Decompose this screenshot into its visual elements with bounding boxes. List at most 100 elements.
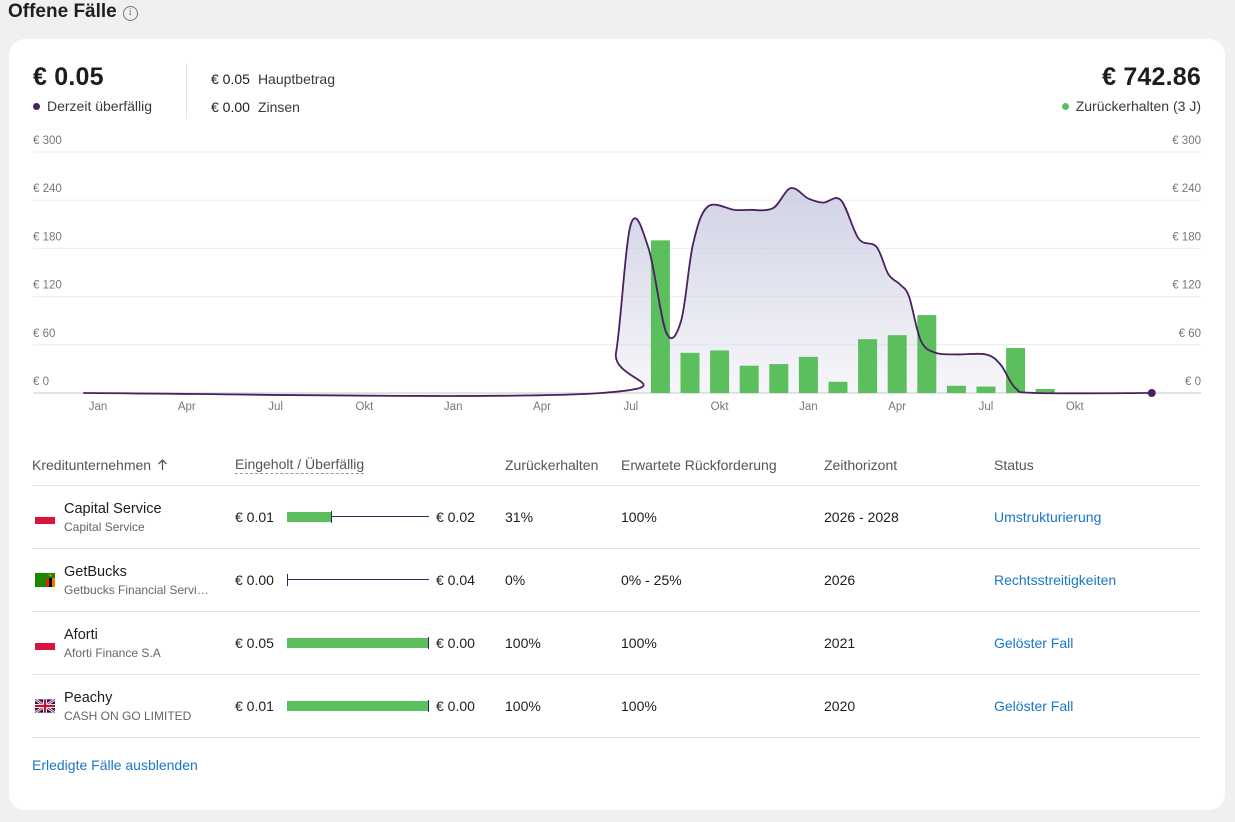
- y-tick-label-left: € 0: [33, 376, 49, 388]
- recovered-bar: [858, 339, 878, 393]
- y-tick-label-left: € 60: [33, 328, 55, 340]
- recovered-percent: 100%: [505, 698, 541, 714]
- poland-flag-icon: [35, 636, 55, 650]
- x-tick-label: Apr: [533, 401, 551, 413]
- recovered-legend: Zurückerhalten (3 J): [1061, 98, 1201, 114]
- status-link[interactable]: Gelöster Fall: [994, 698, 1074, 714]
- uk-flag-icon: [35, 699, 55, 713]
- header-horizon: Zeithorizont: [824, 457, 898, 473]
- overdue-amount-cell: € 0.04: [436, 572, 475, 588]
- recovered-bar: [828, 381, 848, 393]
- sort-arrow-up-icon: [158, 459, 168, 470]
- overdue-breakdown: € 0.05 Hauptbetrag € 0.00 Zinsen: [211, 71, 335, 127]
- company-legal-name: CASH ON GO LIMITED: [64, 708, 192, 723]
- table-row[interactable]: Peachy CASH ON GO LIMITED € 0.01 € 0.00 …: [32, 675, 1200, 738]
- expected-recovery: 100%: [621, 509, 657, 525]
- recovered-percent: 100%: [505, 635, 541, 651]
- collected-progress-bar: [287, 574, 429, 586]
- table-row[interactable]: GetBucks Getbucks Financial Servi… € 0.0…: [32, 549, 1200, 612]
- overdue-amount-cell: € 0.00: [436, 698, 475, 714]
- bar-marker-tick: [428, 637, 429, 649]
- collected-amount: € 0.00: [235, 572, 274, 588]
- x-tick-label: Jul: [979, 401, 994, 413]
- collected-amount: € 0.05: [235, 635, 274, 651]
- y-tick-label-left: € 120: [33, 280, 62, 292]
- x-tick-label: Apr: [888, 401, 906, 413]
- company-name: Capital Service: [64, 500, 162, 517]
- collected-progress-bar: [287, 511, 429, 523]
- recovered-bar: [710, 350, 730, 393]
- recovered-bar: [739, 365, 759, 393]
- header-creditor[interactable]: Kreditunternehmen: [32, 457, 235, 473]
- header-status: Status: [994, 457, 1034, 473]
- info-icon[interactable]: i: [122, 5, 138, 21]
- x-tick-label: Jan: [89, 401, 108, 413]
- overdue-amount-cell: € 0.00: [436, 635, 475, 651]
- overdue-bar-line: [287, 579, 429, 580]
- header-recovered: Zurückerhalten: [505, 457, 599, 473]
- status-link[interactable]: Gelöster Fall: [994, 635, 1074, 651]
- time-horizon: 2020: [824, 698, 856, 714]
- status-link[interactable]: Umstrukturierung: [994, 509, 1102, 525]
- recovered-bar: [976, 386, 996, 393]
- collected-bar-fill: [287, 512, 331, 522]
- recovered-bar: [680, 352, 700, 393]
- hide-resolved-cases-link[interactable]: Erledigte Fälle ausblenden: [32, 757, 198, 773]
- status-link[interactable]: Rechtsstreitigkeiten: [994, 572, 1117, 588]
- y-tick-label-left: € 300: [33, 135, 62, 147]
- y-tick-label-right: € 0: [1185, 376, 1201, 388]
- collected-progress-bar: [287, 637, 429, 649]
- x-tick-label: Jul: [268, 401, 283, 413]
- cases-table: Kreditunternehmen Eingeholt / Überfällig…: [32, 445, 1200, 738]
- company-legal-name: Aforti Finance S.A: [64, 645, 161, 660]
- x-tick-label: Jan: [444, 401, 463, 413]
- interest-row: € 0.00 Zinsen: [211, 99, 335, 127]
- recovered-percent: 0%: [505, 572, 526, 588]
- overdue-area: [83, 187, 1152, 396]
- time-horizon: 2026 - 2028: [824, 509, 899, 525]
- table-row[interactable]: Aforti Aforti Finance S.A € 0.05 € 0.00 …: [32, 612, 1200, 675]
- bar-marker-tick: [287, 574, 288, 586]
- company-name: GetBucks: [64, 563, 127, 580]
- header-collected[interactable]: Eingeholt / Überfällig: [235, 456, 505, 474]
- overdue-line: [83, 187, 1152, 397]
- bar-marker-tick: [331, 511, 332, 523]
- overdue-dot-icon: [33, 102, 40, 110]
- x-tick-label: Okt: [1066, 401, 1085, 413]
- y-tick-label-right: € 300: [1172, 135, 1201, 147]
- recovered-label: Zurückerhalten (3 J): [1075, 98, 1201, 114]
- table-header: Kreditunternehmen Eingeholt / Überfällig…: [32, 445, 1200, 486]
- interest-amount: € 0.00: [211, 99, 250, 115]
- page-title-text: Offene Fälle: [8, 1, 117, 22]
- y-tick-label-left: € 240: [33, 183, 62, 195]
- recovered-summary: € 742.86 Zurückerhalten (3 J): [1061, 63, 1201, 114]
- y-tick-label-right: € 180: [1172, 231, 1201, 243]
- y-tick-label-right: € 60: [1179, 328, 1201, 340]
- expected-recovery: 100%: [621, 635, 657, 651]
- summary-divider: [186, 63, 187, 119]
- recovered-bar: [917, 315, 937, 393]
- poland-flag-icon: [35, 510, 55, 524]
- overdue-summary: € 0.05 Derzeit überfällig: [33, 63, 152, 114]
- collected-progress-bar: [287, 700, 429, 712]
- header-collected-label: Eingeholt / Überfällig: [235, 456, 365, 474]
- y-tick-label-left: € 180: [33, 231, 62, 243]
- recovery-chart: € 300 € 300 € 240 € 240 € 180 € 180 € 120 € 120…: [33, 135, 1201, 413]
- collected-bar-fill: [287, 638, 429, 648]
- x-tick-label: Jan: [799, 401, 818, 413]
- interest-label: Zinsen: [257, 99, 300, 115]
- table-row[interactable]: Capital Service Capital Service € 0.01 €…: [32, 486, 1200, 549]
- overdue-line-end-point: [1147, 389, 1156, 397]
- overdue-label: Derzeit überfällig: [47, 98, 153, 114]
- expected-recovery: 0% - 25%: [621, 572, 682, 588]
- company-name: Aforti: [64, 626, 98, 643]
- open-cases-card: € 0.05 Derzeit überfällig € 0.05 Hauptbe…: [9, 39, 1225, 810]
- recovered-bar: [650, 240, 670, 393]
- x-tick-label: Okt: [355, 401, 374, 413]
- recovered-bar: [887, 335, 907, 393]
- recovered-percent: 31%: [505, 509, 534, 525]
- company-legal-name: Getbucks Financial Servi…: [64, 582, 209, 597]
- company-legal-name: Capital Service: [64, 519, 145, 534]
- header-creditor-label: Kreditunternehmen: [32, 457, 152, 473]
- expected-recovery: 100%: [621, 698, 657, 714]
